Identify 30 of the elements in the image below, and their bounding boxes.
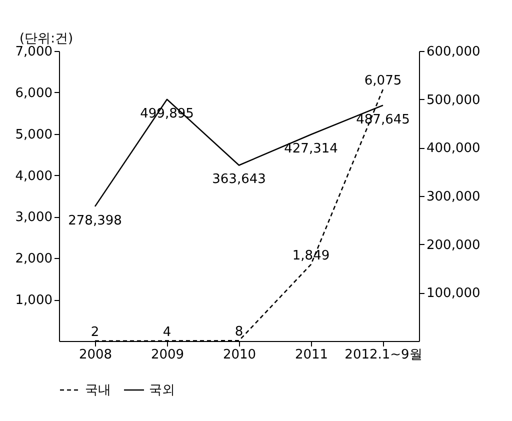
y2-tick-label: 200,000 — [426, 238, 480, 253]
data-label: 278,398 — [68, 213, 122, 228]
x-tick-label: 2010 — [222, 348, 256, 362]
data-label: 2 — [90, 324, 100, 340]
x-tick-label: 2012.1~9월 — [344, 348, 422, 362]
x-tick-label: 2009 — [150, 348, 184, 362]
y2-tick-label: 400,000 — [426, 141, 480, 156]
y-tick-label: 7,000 — [15, 44, 52, 60]
y2-tick-label: 500,000 — [426, 92, 480, 108]
y2-tick-label: 100,000 — [426, 286, 480, 302]
data-label: 4 — [162, 324, 172, 340]
y-tick-label: 3,000 — [15, 210, 52, 226]
y-tick-label: 2,000 — [15, 252, 52, 267]
y-tick-label: 5,000 — [15, 127, 52, 142]
x-tick-label: 2011 — [294, 348, 328, 362]
data-label: 1,849 — [292, 248, 330, 264]
legend-label: 국내 — [85, 383, 111, 398]
data-label: 487,645 — [356, 112, 410, 128]
y2-tick-label: 600,000 — [426, 44, 480, 60]
data-label: 427,314 — [284, 141, 338, 156]
y-axis-title: (단위:건) — [20, 32, 74, 46]
data-label: 363,643 — [212, 172, 266, 188]
x-tick-label: 2008 — [78, 348, 112, 362]
legend-label: 국외 — [149, 383, 175, 398]
y-tick-label: 6,000 — [15, 86, 52, 101]
y2-tick-label: 300,000 — [426, 190, 480, 204]
y-tick-label: 1,000 — [15, 293, 52, 308]
y-tick-label: 4,000 — [15, 168, 52, 184]
data-label: 6,075 — [364, 73, 402, 88]
data-label: 8 — [234, 324, 244, 340]
